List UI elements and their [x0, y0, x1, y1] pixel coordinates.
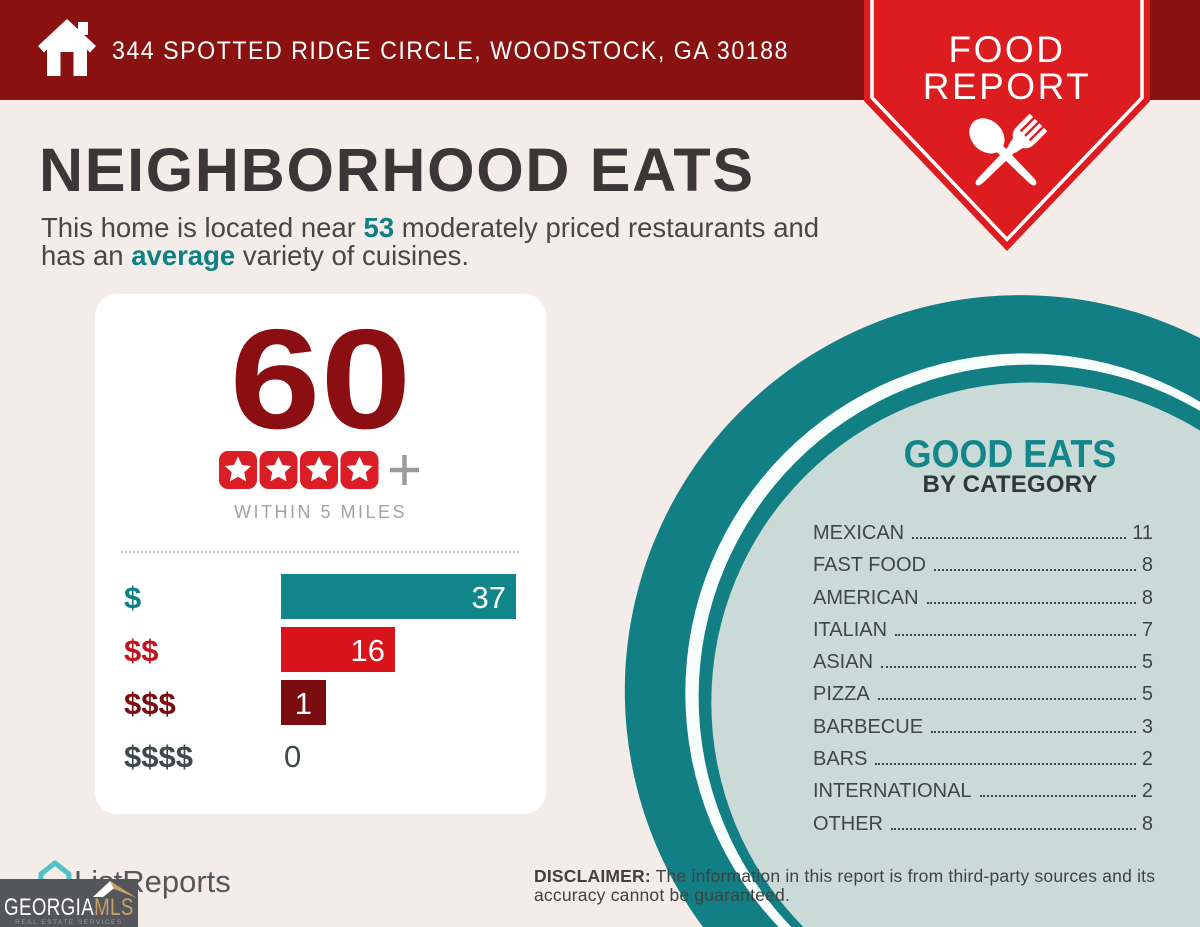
svg-text:REAL ESTATE SERVICES: REAL ESTATE SERVICES	[15, 919, 122, 926]
svg-text:REPORT: REPORT	[923, 66, 1092, 107]
svg-text:FOOD: FOOD	[949, 29, 1066, 70]
svg-text:GEORGIAMLS: GEORGIAMLS	[4, 894, 134, 921]
